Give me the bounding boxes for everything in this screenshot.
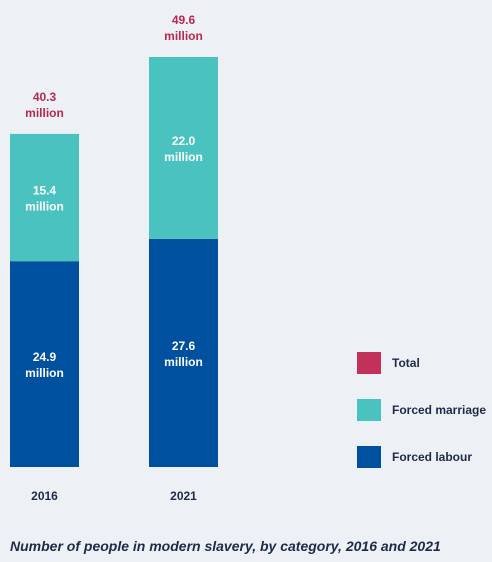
chart: 24.9 million 15.4 million 40.3 million 2016 27.… [10,13,486,503]
data-label-forced-labour-2016: 24.9 million [25,350,64,380]
total-label-2021: 49.6 million [164,13,203,43]
bar-forced-marriage-2021 [149,57,218,239]
x-tick-label-2016: 2016 [31,489,58,503]
bar-forced-labour-2021 [149,238,218,467]
total-label-2016: 40.3 million [25,90,64,120]
chart-caption: Number of people in modern slavery, by c… [10,538,441,554]
legend-swatch-total [357,352,381,374]
legend-label-forced-marriage: Forced marriage [392,403,486,417]
bar-forced-marriage-2016 [10,133,79,262]
data-label-forced-marriage-2016: 15.4 million [25,184,64,214]
legend-label-forced-labour: Forced labour [392,450,472,464]
legend-label-total: Total [392,356,420,370]
data-label-forced-marriage-2021: 22.0 million [164,134,203,164]
legend-swatch-forced-marriage [357,399,381,421]
legend-swatch-forced-labour [357,446,381,468]
data-label-forced-labour-2021: 27.6 million [164,339,203,369]
x-tick-label-2021: 2021 [170,489,197,503]
bar-forced-labour-2016 [10,261,79,467]
